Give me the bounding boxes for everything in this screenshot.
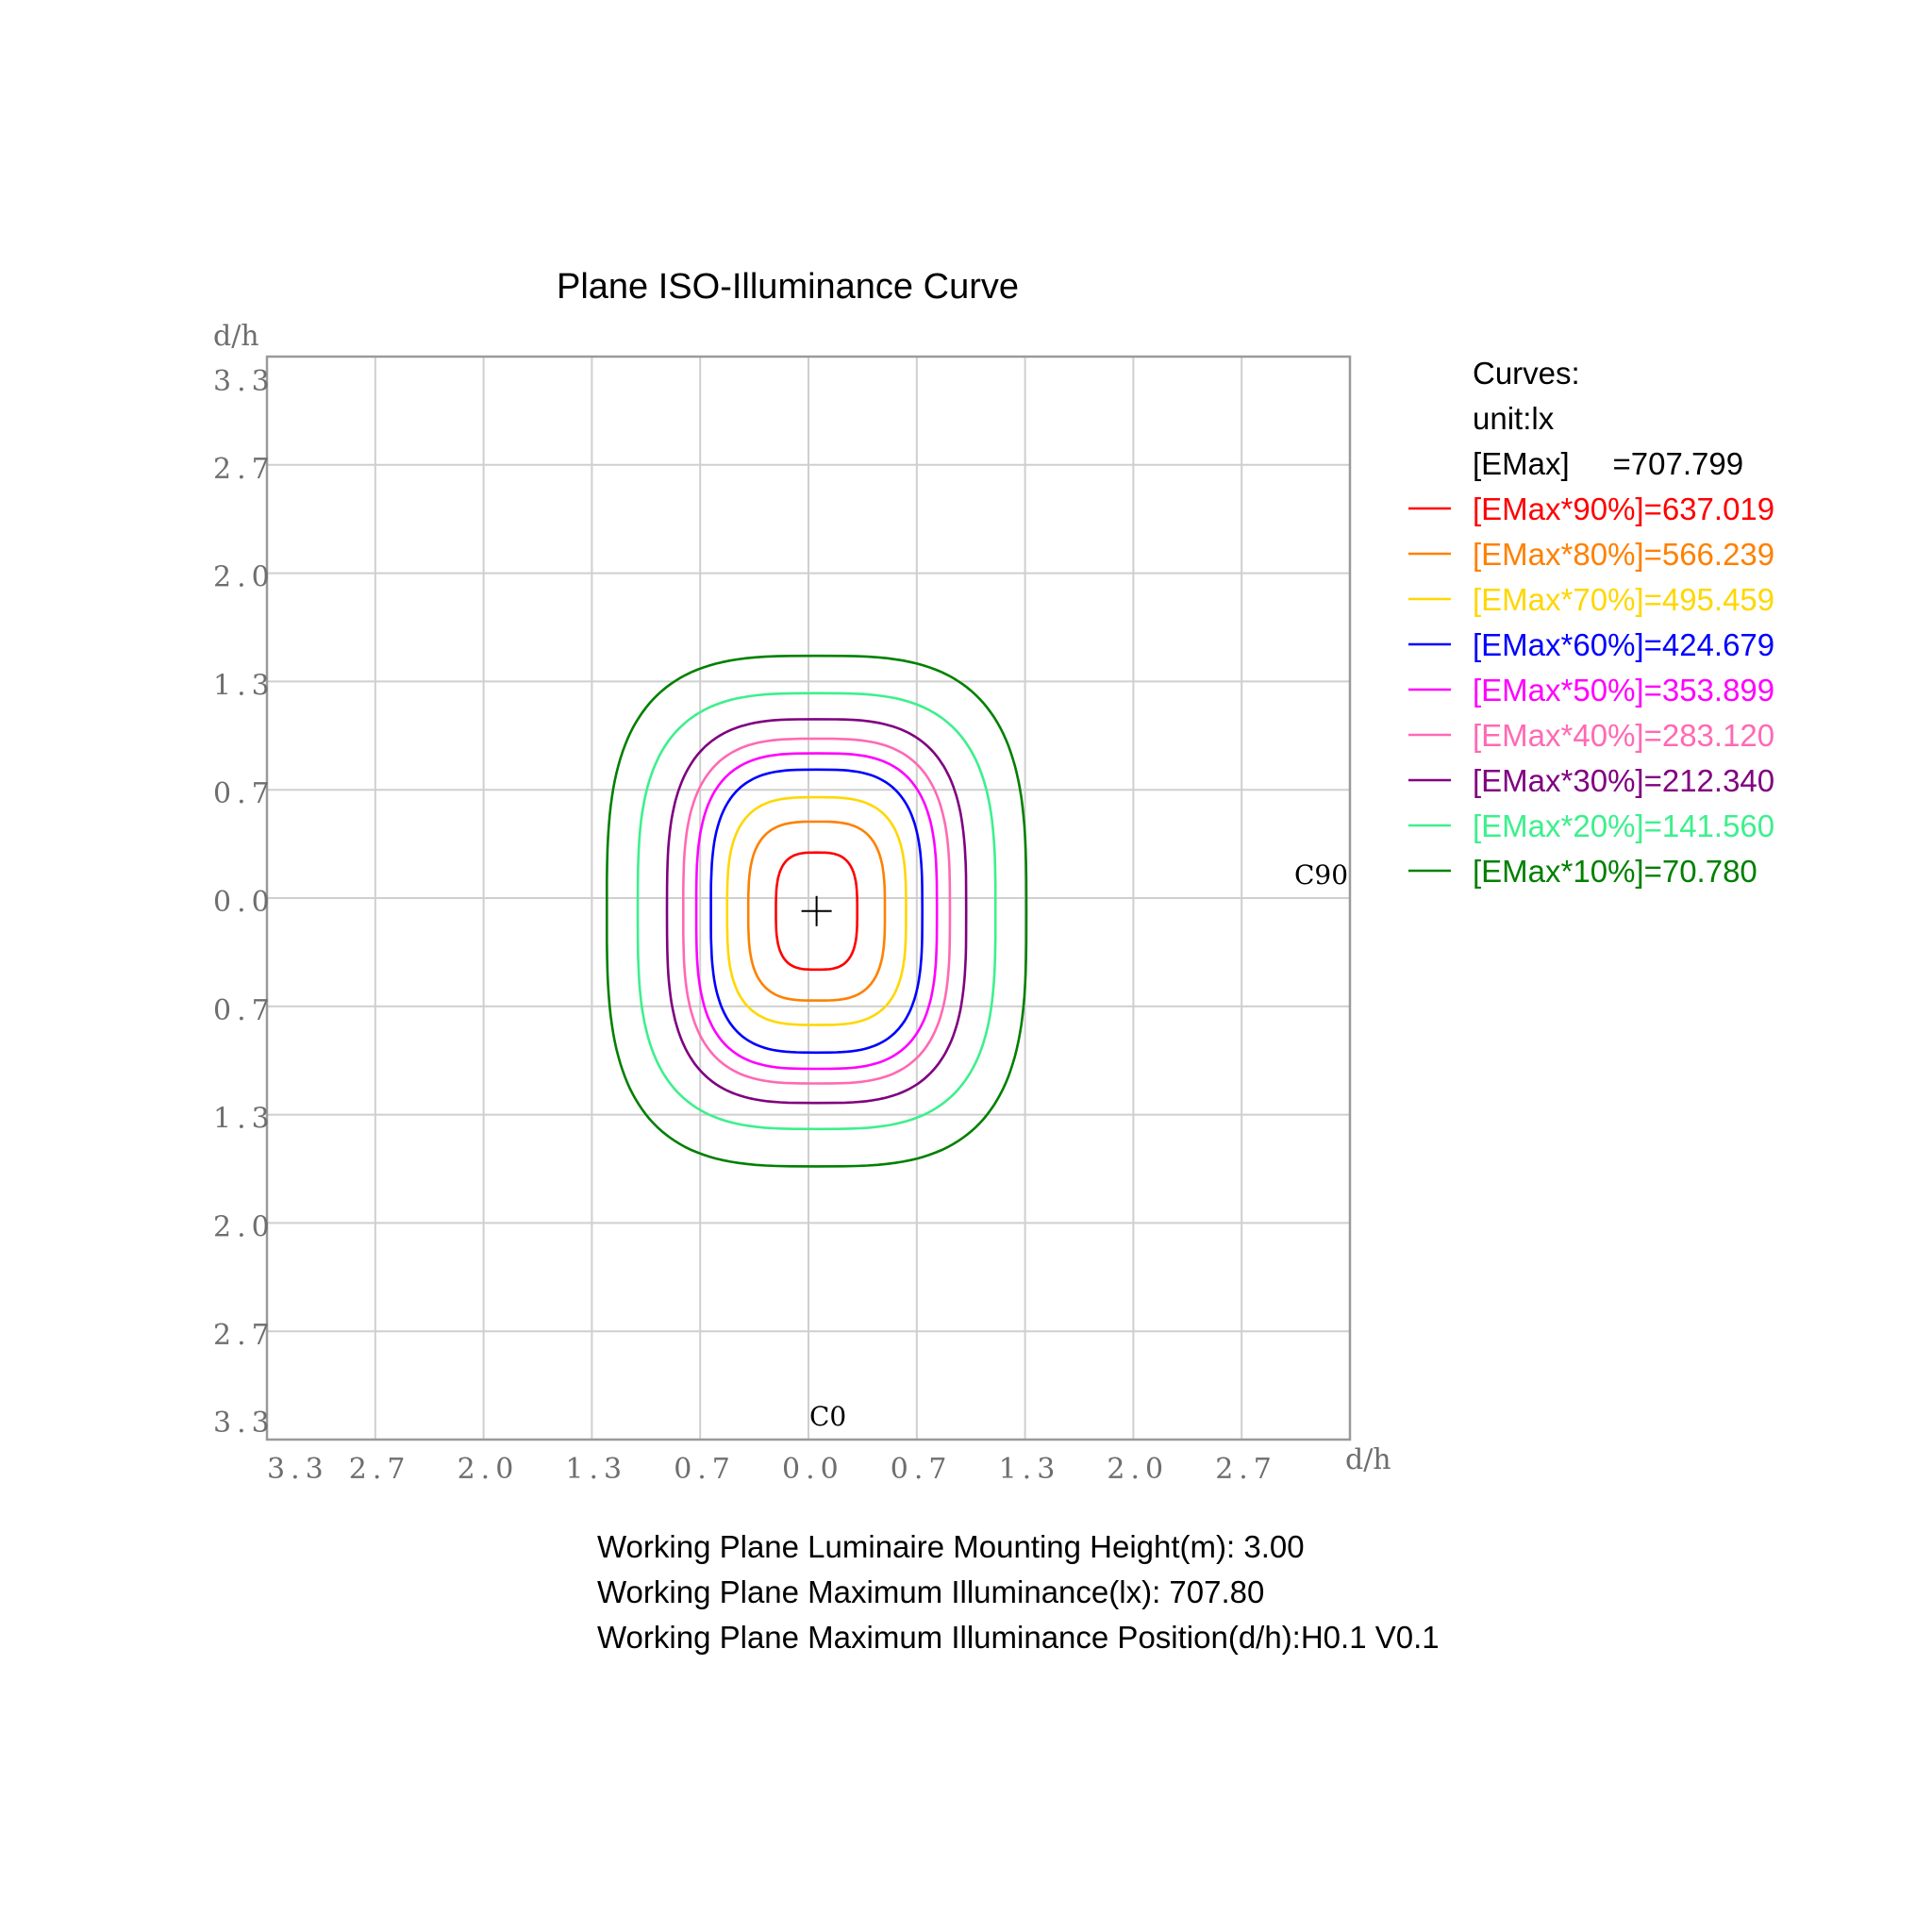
y-tick-label: 3.3: [213, 1407, 275, 1440]
legend-unit: unit:lx: [1473, 401, 1555, 436]
legend-label: [EMax*10%]=70.780: [1473, 854, 1757, 889]
iso-contour: [746, 820, 887, 1002]
x-tick-label: 0.7: [674, 1453, 736, 1486]
iso-contour: [606, 654, 1028, 1168]
x-tick-label: 1.3: [999, 1453, 1061, 1486]
y-tick-label: 0.7: [213, 994, 275, 1027]
iso-contour: [709, 768, 924, 1055]
legend-label: [EMax*30%]=212.340: [1473, 763, 1774, 798]
iso-contours: [606, 654, 1028, 1168]
x-tick-label: 2.0: [458, 1453, 520, 1486]
iso-contour: [665, 718, 968, 1105]
x-tick-label: 0.7: [891, 1453, 953, 1486]
plot-frame: [265, 355, 1352, 1441]
x-tick-label: 0.0: [782, 1453, 844, 1486]
y-axis-label: d/h: [213, 320, 259, 353]
y-tick-labels: 3.3 2.7 2.0 1.3 0.7 0.0 0.7 1.3 2.0 2.7 3.3: [213, 365, 275, 1440]
legend-label: [EMax*20%]=141.560: [1473, 808, 1774, 843]
y-tick-label: 2.7: [213, 453, 275, 486]
iso-contour: [774, 851, 858, 972]
legend-entries: [EMax*90%]=637.019 [EMax*80%]=566.239 [EMa…: [1408, 491, 1774, 889]
iso-contour: [636, 691, 997, 1131]
grid: [267, 357, 1350, 1440]
y-tick-label: 2.7: [213, 1319, 275, 1352]
legend-label: [EMax*50%]=353.899: [1473, 673, 1774, 708]
x-tick-labels: 3.3 2.7 2.0 1.3 0.7 0.0 0.7 1.3 2.0 2.7: [267, 1453, 1277, 1486]
c90-label: C90: [1294, 859, 1348, 891]
iso-contour: [694, 752, 939, 1071]
legend-label: [EMax*40%]=283.120: [1473, 718, 1774, 753]
y-tick-label: 1.3: [213, 669, 275, 702]
chart-title: Plane ISO-Illuminance Curve: [557, 267, 1019, 307]
info-max-position: Working Plane Maximum Illuminance Positi…: [597, 1620, 1440, 1655]
info-max-illuminance: Working Plane Maximum Illuminance(lx): 7…: [597, 1574, 1264, 1609]
iso-contour: [725, 795, 908, 1026]
y-tick-label: 1.3: [213, 1103, 275, 1136]
x-tick-label: 2.7: [1215, 1453, 1277, 1486]
legend-label: [EMax*60%]=424.679: [1473, 627, 1774, 662]
y-tick-label: 0.7: [213, 777, 275, 810]
legend-header: Curves:: [1473, 356, 1580, 391]
y-tick-label: 2.0: [213, 1210, 275, 1243]
iso-contour: [682, 737, 952, 1085]
x-tick-label: 2.0: [1107, 1453, 1169, 1486]
x-tick-label: 1.3: [565, 1453, 627, 1486]
max-position-marker: [801, 895, 832, 926]
y-tick-label: 3.3: [213, 365, 275, 398]
x-axis-label: d/h: [1345, 1443, 1391, 1476]
legend-label: [EMax*90%]=637.019: [1473, 491, 1774, 526]
y-tick-label: 2.0: [213, 561, 275, 594]
legend-label: [EMax*80%]=566.239: [1473, 537, 1774, 572]
info-mounting-height: Working Plane Luminaire Mounting Height(…: [597, 1529, 1305, 1564]
legend-label: [EMax*70%]=495.459: [1473, 582, 1774, 617]
x-tick-label: 2.7: [349, 1453, 411, 1486]
c0-label: C0: [809, 1401, 846, 1432]
legend-emax: [EMax] =707.799: [1473, 446, 1743, 481]
x-tick-label: 3.3: [267, 1453, 329, 1486]
y-tick-label: 0.0: [213, 886, 275, 919]
